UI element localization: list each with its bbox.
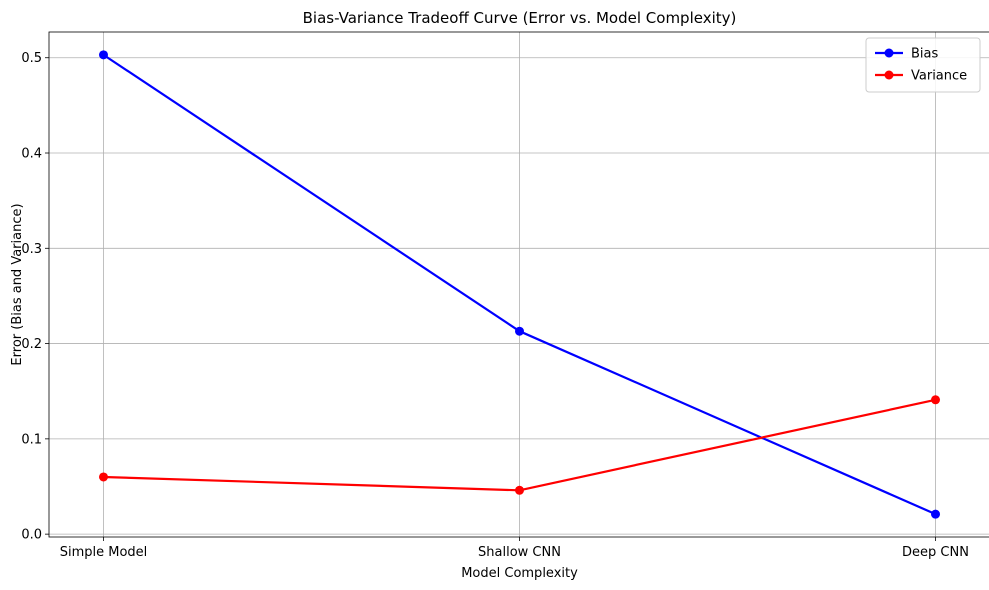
plot-area-frame [48,31,989,538]
variance-data-point [515,485,524,495]
y-tick-label: 0.5 [21,51,42,66]
y-tick-label: 0.0 [21,528,42,543]
chart-title: Bias-Variance Tradeoff Curve (Error vs. … [303,9,737,27]
y-tick-label: 0.2 [21,337,42,352]
series-lines [98,50,941,519]
y-tick-label: 0.3 [21,242,42,257]
grid-lines [49,32,989,537]
bias-data-point [515,326,524,336]
x-tick-label: Simple Model [60,545,148,560]
legend-marker-variance [884,70,894,80]
legend-label-variance: Variance [911,69,967,84]
bias-data-point [931,509,941,519]
y-tick-label: 0.4 [21,147,42,162]
x-tick-label: Shallow CNN [478,545,561,560]
y-axis-label: Error (Bias and Variance) [10,203,25,365]
legend: Bias Variance [865,37,981,93]
y-tick-label: 0.1 [21,432,42,447]
variance-data-point [98,472,108,482]
x-axis-label: Model Complexity [461,566,578,581]
legend-marker-bias [884,48,894,58]
axis-ticks: 0.0 0.1 0.2 0.3 0.4 0.5 Simple Model Shallow CN… [21,51,969,560]
legend-box [865,37,981,93]
variance-data-point [931,395,941,405]
bias-data-point [98,50,108,60]
legend-label-bias: Bias [911,47,938,62]
x-tick-label: Deep CNN [902,545,969,560]
